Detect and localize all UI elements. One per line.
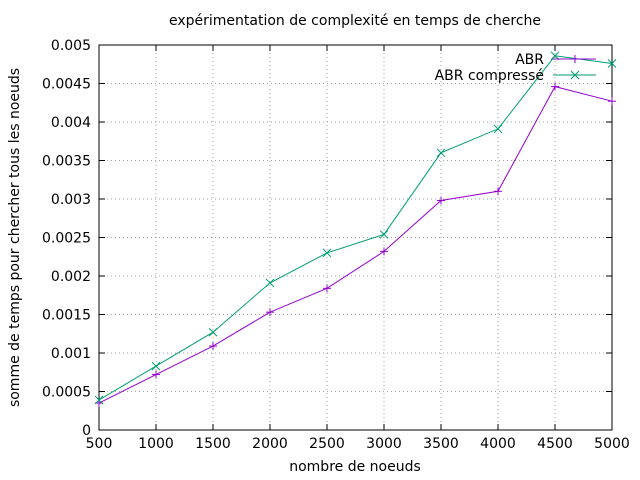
x-tick-label: 4000: [480, 436, 516, 452]
y-tick-label: 0.001: [51, 346, 91, 362]
series-abr-compresse: [94, 51, 617, 405]
data-point: [608, 97, 616, 106]
data-point: [322, 248, 332, 258]
y-tick-label: 0.003: [51, 192, 91, 208]
x-tick-label: 4500: [537, 436, 573, 452]
y-tick-label: 0.0015: [42, 308, 91, 324]
legend-item: ABR: [515, 52, 596, 68]
grid: [99, 45, 612, 430]
x-tick-label: 1500: [195, 436, 231, 452]
data-point: [209, 342, 217, 351]
data-point: [208, 327, 218, 337]
x-tick-label: 2500: [309, 436, 345, 452]
data-point: [550, 51, 560, 61]
chart-title: expérimentation de complexité en temps d…: [169, 13, 541, 29]
data-point: [379, 230, 389, 239]
series-abr: [95, 82, 616, 408]
data-point: [551, 82, 559, 91]
y-tick-label: 0.005: [51, 38, 91, 54]
x-tick-label: 2000: [252, 436, 288, 452]
y-axis-title: somme de temps pour chercher tous les no…: [7, 68, 23, 407]
data-point: [265, 278, 275, 288]
y-tick-label: 0.002: [51, 269, 91, 285]
data-point: [607, 59, 617, 68]
data-point: [493, 124, 503, 134]
legend-item: ABR compressé: [435, 68, 596, 84]
data-point: [152, 370, 160, 379]
legend-label: ABR compressé: [435, 68, 544, 84]
y-tick-label: 0: [82, 423, 91, 439]
y-tick-label: 0.0005: [42, 385, 91, 401]
x-tick-label: 3500: [423, 436, 459, 452]
x-tick-label: 1000: [138, 436, 174, 452]
y-tick-label: 0.0045: [42, 77, 91, 93]
x-tick-label: 5000: [594, 436, 630, 452]
series-line: [98, 86, 613, 404]
axis-ticks: 500 1000 1500 2000 2500 3000 3500 4000 4500 5000 0…: [42, 38, 630, 452]
x-tick-label: 500: [86, 436, 113, 452]
data-point: [436, 148, 446, 158]
y-tick-label: 0.0035: [42, 154, 91, 170]
data-point: [380, 247, 388, 256]
x-tick-label: 3000: [366, 436, 402, 452]
data-point: [494, 187, 502, 196]
data-point: [151, 361, 161, 371]
legend-marker: [571, 55, 579, 63]
y-tick-label: 0.004: [51, 115, 91, 131]
data-point: [437, 196, 445, 205]
data-point: [94, 395, 104, 405]
legend-marker: [570, 70, 580, 80]
series-layer: [94, 51, 617, 408]
legend-label: ABR: [515, 52, 544, 68]
series-line: [98, 55, 613, 401]
x-axis-title: nombre de noeuds: [289, 459, 421, 475]
data-point: [266, 308, 274, 317]
y-tick-label: 0.0025: [42, 231, 91, 247]
data-point: [323, 284, 331, 293]
